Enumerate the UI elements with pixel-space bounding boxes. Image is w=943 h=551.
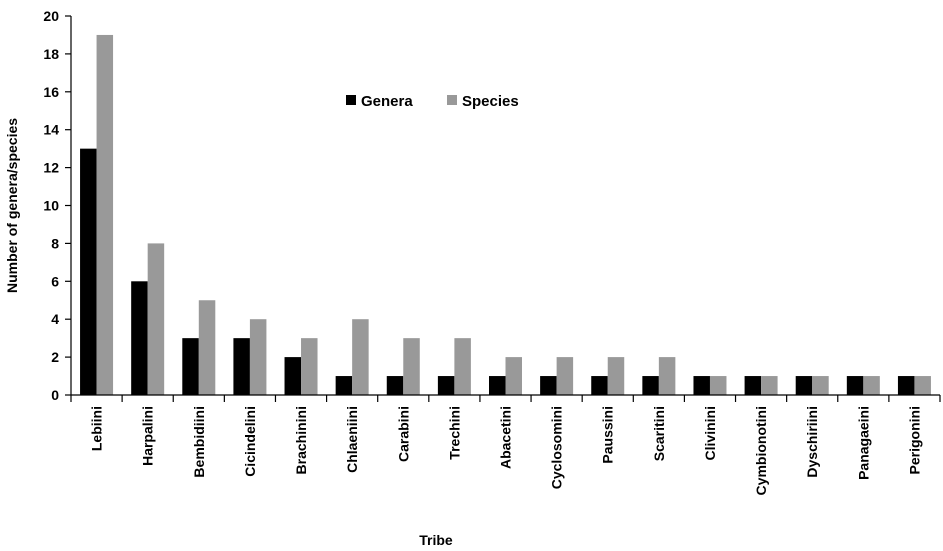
bar-genera-scaritini [642,376,659,395]
bar-genera-perigonini [897,376,915,395]
bar-genera-cyclosomini [540,376,557,395]
y-tick-label: 4 [51,311,59,327]
x-tick-label-cymbionotini: Cymbionotini [753,406,769,495]
bar-genera-cicindelini [233,338,250,395]
bar-genera-clivinini [693,376,710,395]
x-tick-label-panagaeini: Panagaeini [855,406,871,480]
bars [80,34,931,395]
bar-species-cicindelini [249,319,267,395]
y-axis-title: Number of genera/species [4,118,20,293]
bar-species-harpalini [147,243,165,395]
bar-species-abacetini [505,357,522,395]
y-tick-label: 0 [51,387,59,403]
bar-species-scaritini [658,357,676,395]
bar-genera-carabini [386,376,404,395]
legend-label-genera: Genera [361,93,413,110]
bar-genera-brachinini [284,357,302,395]
bar-genera-panagaeini [846,376,864,395]
bar-genera-paussini [591,376,608,395]
x-tick-label-lebiini: Lebiini [89,406,105,451]
legend-swatch-species [447,95,457,105]
x-tick-label-brachinini: Brachinini [293,406,309,474]
bar-genera-abacetini [489,376,506,395]
bar-species-perigonini [914,376,931,395]
bar-species-cymbionotini [761,376,778,395]
bar-species-carabini [403,338,420,395]
legend-label-species: Species [462,93,519,110]
x-tick-label-abacetini: Abacetini [498,406,514,469]
x-tick-label-trechini: Trechini [446,406,462,460]
x-tick-label-cyclosomini: Cyclosomini [549,406,565,489]
y-tick-label: 14 [43,122,59,138]
y-tick-label: 6 [51,273,59,289]
y-axis-ticks: 0 2 4 6 8 10 12 14 16 18 20 [43,8,71,403]
y-tick-label: 20 [43,8,59,24]
bar-genera-trechini [437,376,455,395]
bar-species-cyclosomini [556,357,574,395]
bar-species-clivinini [709,376,727,395]
legend: Genera Species [346,93,519,110]
bar-species-paussini [607,357,625,395]
bar-species-trechini [454,338,471,395]
x-tick-label-harpalini: Harpalini [140,406,156,466]
x-tick-label-perigonini: Perigonini [906,406,922,474]
y-tick-label: 12 [43,160,59,176]
bar-genera-cymbionotini [744,376,762,395]
bar-genera-bembidiini [182,338,199,395]
y-tick-label: 8 [51,235,59,251]
bar-genera-lebiini [80,148,97,395]
bar-genera-chlaeniini [335,376,353,395]
bar-species-bembidiini [198,300,216,395]
x-axis-title: Tribe [419,532,453,548]
legend-swatch-genera [346,95,356,105]
y-tick-label: 10 [43,198,59,214]
bar-species-dyschiriini [812,376,829,395]
x-tick-label-carabini: Carabini [395,406,411,462]
x-tick-label-chlaeniini: Chlaeniini [344,406,360,473]
y-tick-label: 16 [43,84,59,100]
y-tick-label: 18 [43,46,59,62]
y-tick-label: 2 [51,349,59,365]
x-tick-label-cicindelini: Cicindelini [242,406,258,477]
bar-genera-dyschiriini [795,376,813,395]
bar-species-brachinini [301,338,318,395]
x-tick-label-scaritini: Scaritini [651,406,667,461]
x-tick-label-clivinini: Clivinini [702,406,718,460]
x-axis-ticks: Lebiini Harpalini Bembidiini Cicindelini Bra… [70,395,941,495]
bar-species-lebiini [96,34,114,395]
bar-species-chlaeniini [352,319,369,395]
x-tick-label-paussini: Paussini [600,406,616,464]
bar-species-panagaeini [863,376,880,395]
bar-genera-harpalini [131,281,148,395]
x-tick-label-bembidiini: Bembidiini [191,406,207,478]
x-tick-label-dyschiriini: Dyschiriini [804,406,820,478]
